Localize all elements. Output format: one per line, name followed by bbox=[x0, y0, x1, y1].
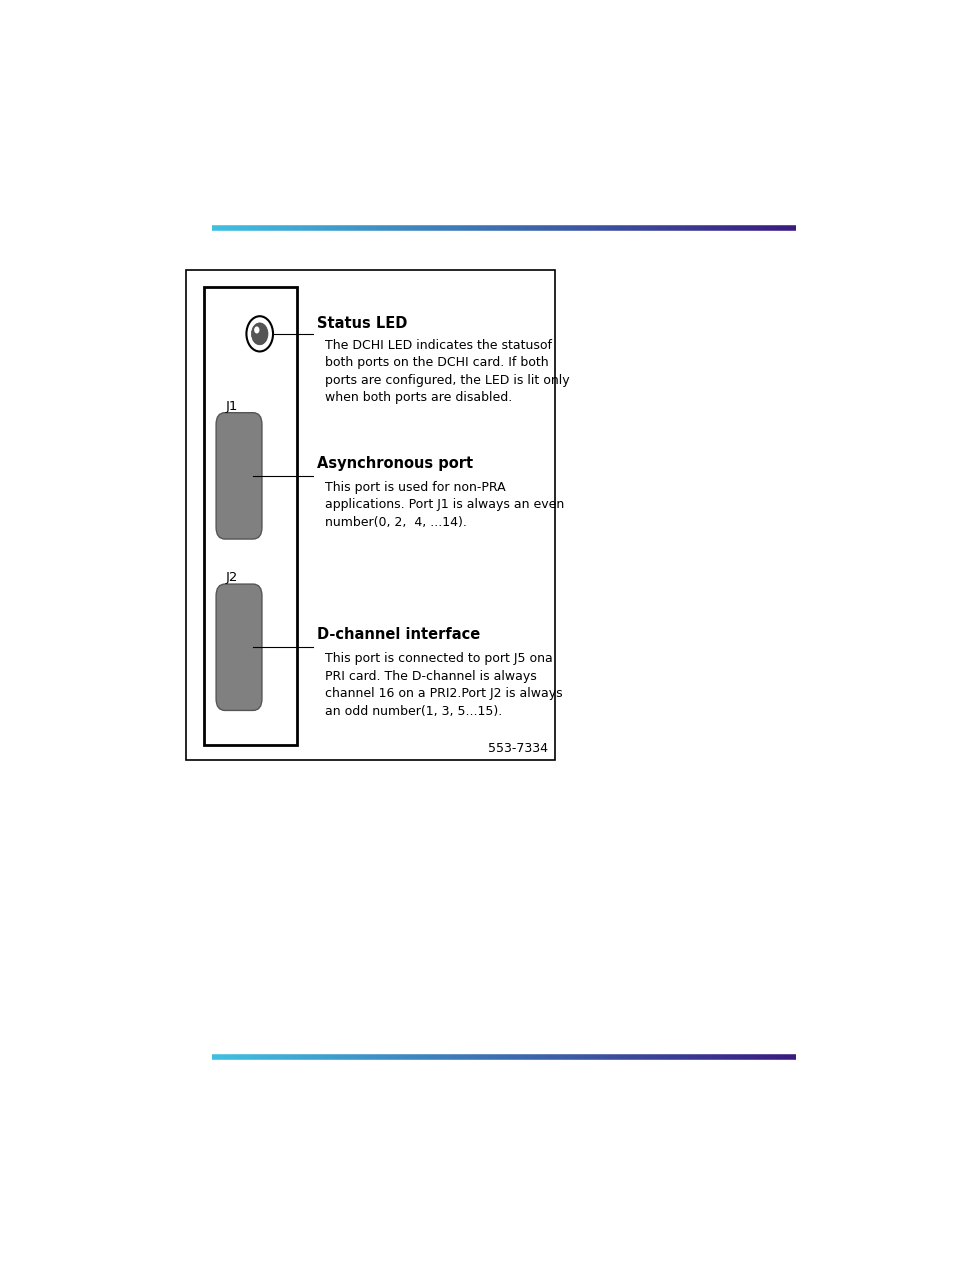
Text: D-channel interface: D-channel interface bbox=[317, 627, 480, 642]
Circle shape bbox=[253, 327, 259, 333]
Circle shape bbox=[246, 317, 273, 351]
FancyBboxPatch shape bbox=[216, 412, 262, 539]
Text: Asynchronous port: Asynchronous port bbox=[317, 455, 473, 471]
Text: Status LED: Status LED bbox=[317, 315, 407, 331]
Text: J2: J2 bbox=[226, 571, 238, 584]
Bar bbox=[186, 270, 555, 759]
Circle shape bbox=[252, 323, 268, 345]
Text: 553-7334: 553-7334 bbox=[488, 742, 547, 756]
FancyBboxPatch shape bbox=[216, 584, 262, 711]
Bar bbox=[204, 286, 296, 745]
Text: This port is used for non-PRA
applications. Port J1 is always an even
number(0, : This port is used for non-PRA applicatio… bbox=[324, 481, 563, 529]
Text: The DCHI LED indicates the statusof
both ports on the DCHI card. If both
ports a: The DCHI LED indicates the statusof both… bbox=[324, 338, 569, 404]
Text: J1: J1 bbox=[226, 399, 238, 412]
Text: This port is connected to port J5 ona
PRI card. The D-channel is always
channel : This port is connected to port J5 ona PR… bbox=[324, 653, 562, 717]
